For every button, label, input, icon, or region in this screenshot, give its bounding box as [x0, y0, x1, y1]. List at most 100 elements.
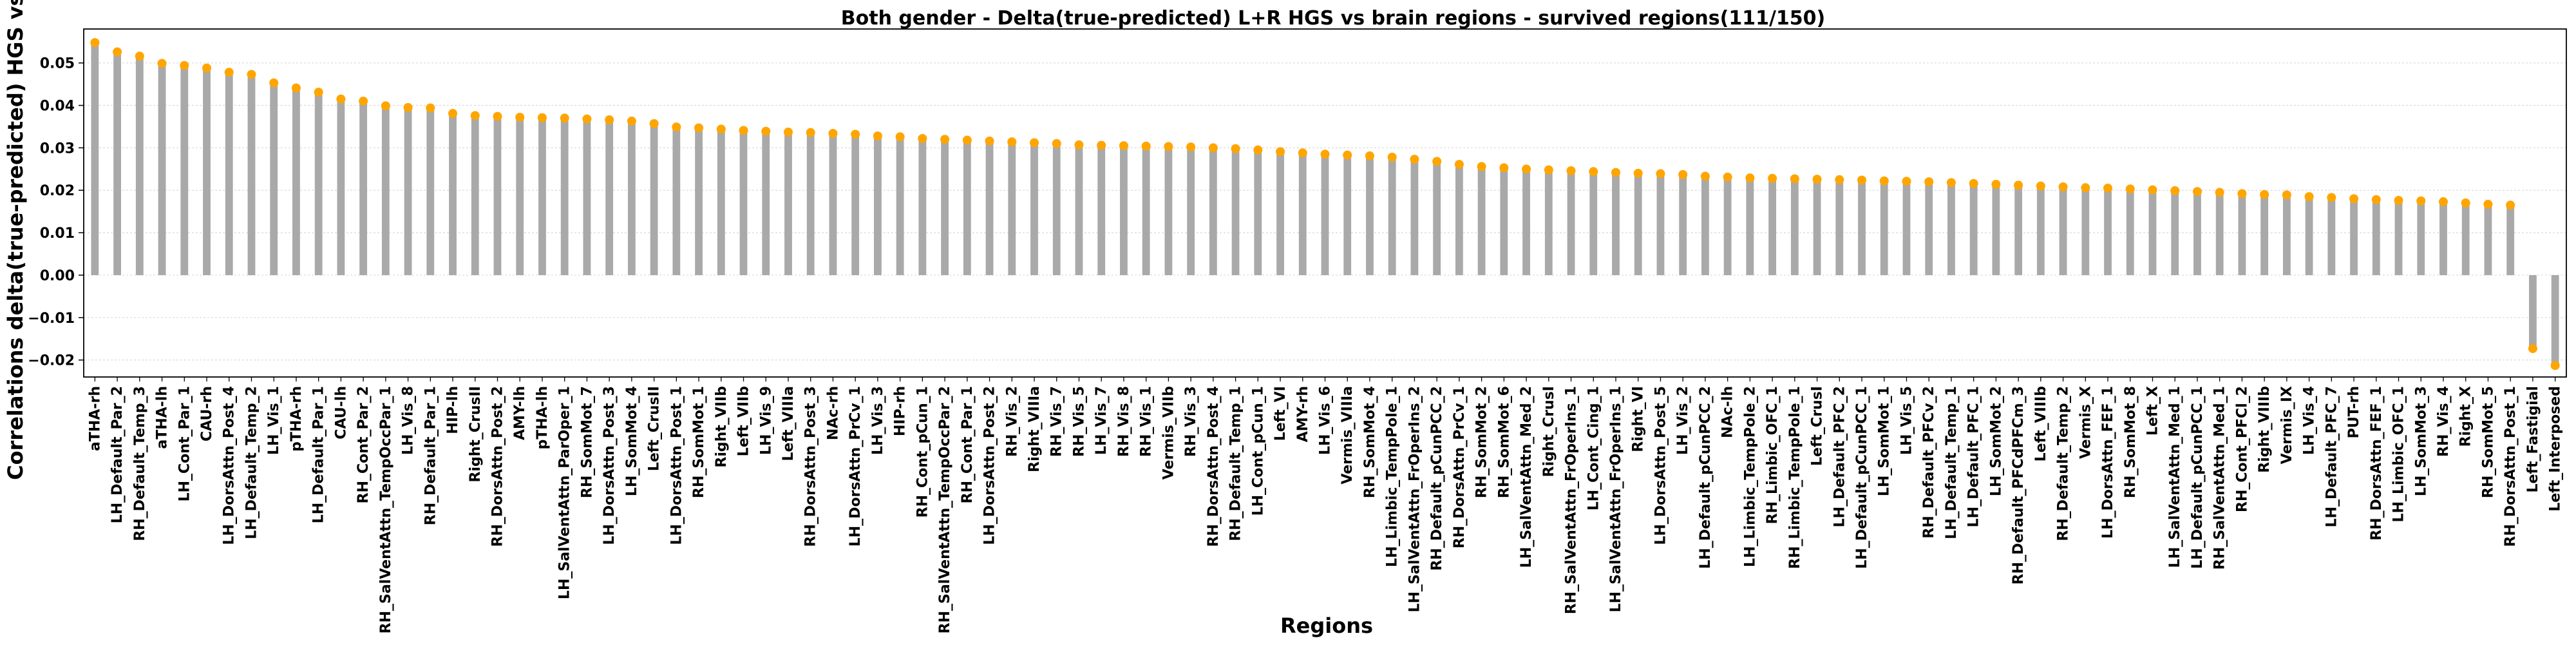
x-tick-label: LH_DorsAttn_Post_5 [1653, 386, 1669, 545]
data-point-marker [672, 122, 681, 132]
data-point-marker [605, 115, 614, 124]
x-tick-label: RH_Limbic_OFC_1 [1765, 386, 1781, 524]
data-point-marker [2148, 185, 2157, 195]
x-tick-label: LH_SomMot_3 [2413, 386, 2429, 496]
bar [829, 133, 837, 275]
data-point-marker [1656, 169, 1665, 179]
bar [627, 121, 636, 275]
data-point-marker [1745, 173, 1755, 183]
y-tick-label: −0.02 [28, 353, 75, 369]
bar [1500, 168, 1508, 275]
x-tick-label: Left_Fastigial [2525, 386, 2541, 492]
bar [1321, 154, 1329, 275]
bar [1209, 148, 1217, 275]
bar [2126, 189, 2134, 275]
x-tick-label: Left_VIIIb [2033, 386, 2049, 461]
data-point-marker [426, 103, 435, 113]
data-point-marker [1208, 143, 1218, 153]
x-tick-label: LH_SomMot_2 [1988, 386, 2004, 496]
bar [404, 107, 412, 275]
x-tick-label: LH_Limbic_TempPole_1 [1385, 386, 1401, 567]
bar [2394, 200, 2403, 275]
bar [1858, 180, 1866, 275]
x-tick-label: RH_SalVentAttn_FrOperIns_1 [1564, 386, 1580, 614]
x-tick-label: Left_VIIIa [781, 386, 797, 461]
data-point-marker [873, 131, 882, 140]
x-tick-label: LH_Default_Temp_2 [243, 386, 260, 539]
x-tick-label: LH_SomMot_4 [624, 386, 640, 496]
bar [449, 113, 457, 275]
data-point-marker [1700, 171, 1710, 181]
data-point-marker [1030, 138, 1039, 148]
data-point-marker [2058, 182, 2068, 191]
bar [2282, 195, 2291, 275]
data-point-marker [1902, 177, 1911, 186]
data-point-marker [1991, 180, 2001, 189]
bar [2350, 198, 2358, 275]
data-point-marker [739, 126, 748, 135]
data-point-marker [1454, 160, 1464, 169]
bar [1589, 171, 1598, 275]
data-point-marker [1969, 179, 1978, 188]
bar [1992, 184, 2000, 275]
bar [739, 130, 748, 275]
bar [225, 72, 233, 275]
bar [2171, 190, 2179, 275]
x-tick-label: RH_Vis_5 [1071, 386, 1087, 457]
data-point-marker [381, 101, 390, 111]
data-point-marker [2237, 189, 2247, 198]
bar [1902, 181, 1911, 275]
bar [1075, 144, 1083, 275]
data-point-marker [1141, 141, 1151, 151]
x-tick-label: RH_Vis_2 [1004, 386, 1020, 457]
y-tick-label: −0.01 [28, 311, 75, 327]
bar [2036, 186, 2045, 275]
x-tick-label: RH_SomMot_1 [691, 386, 707, 498]
x-tick-label: Vermis_IX [2279, 386, 2295, 464]
data-point-marker [1522, 164, 1531, 174]
data-point-marker [2394, 196, 2403, 206]
bar [471, 115, 479, 275]
bar [516, 117, 524, 275]
bar [1164, 146, 1173, 275]
data-point-marker [2371, 195, 2381, 204]
bar [1679, 174, 1687, 275]
x-tick-label: HIP-rh [893, 386, 909, 436]
x-tick-label: LH_Cont_Cing_1 [1586, 386, 1602, 510]
x-tick-label: Vermis_VIIIa [1340, 386, 1356, 485]
x-tick-label: LH_Default_pCunPCC_1 [1854, 386, 1870, 569]
data-point-marker [1387, 152, 1397, 162]
bar [2059, 186, 2067, 275]
bar [2148, 189, 2157, 275]
x-tick-label: RH_SomMot_4 [1362, 386, 1378, 498]
x-tick-label: LH_SalVentAttn_Med_2 [1519, 386, 1535, 568]
bar [2506, 205, 2515, 275]
data-point-marker [247, 70, 256, 79]
data-point-marker [1544, 165, 1553, 175]
data-point-marker [2282, 190, 2291, 200]
bar [91, 43, 99, 275]
bar [695, 128, 703, 275]
bar [1187, 147, 1195, 275]
x-tick-label: RH_Vis_7 [1049, 386, 1065, 457]
data-point-marker [582, 114, 592, 124]
data-point-marker [649, 119, 659, 128]
x-tick-label: LH_Default_PFC_7 [2324, 386, 2340, 527]
bar [203, 68, 211, 275]
x-tick-label: RH_DorsAttn_Post_4 [1206, 386, 1222, 547]
bar [1120, 146, 1128, 275]
data-point-marker [1566, 166, 1576, 175]
data-point-marker [851, 130, 860, 139]
x-axis-label: Regions [1280, 613, 1373, 638]
data-point-marker [1946, 178, 1956, 188]
bar [113, 52, 121, 275]
data-point-marker [828, 129, 838, 138]
bar [1947, 182, 1955, 275]
x-tick-label: RH_DorsAttn_FEF_1 [2369, 386, 2385, 541]
data-point-marker [2036, 181, 2045, 191]
x-tick-label: LH_Vis_7 [1094, 386, 1110, 455]
x-tick-label: RH_Vis_4 [2436, 386, 2452, 457]
x-tick-label: LH_Default_PFC_1 [1966, 386, 1982, 527]
x-tick-label: LH_SomMot_1 [1877, 386, 1893, 496]
